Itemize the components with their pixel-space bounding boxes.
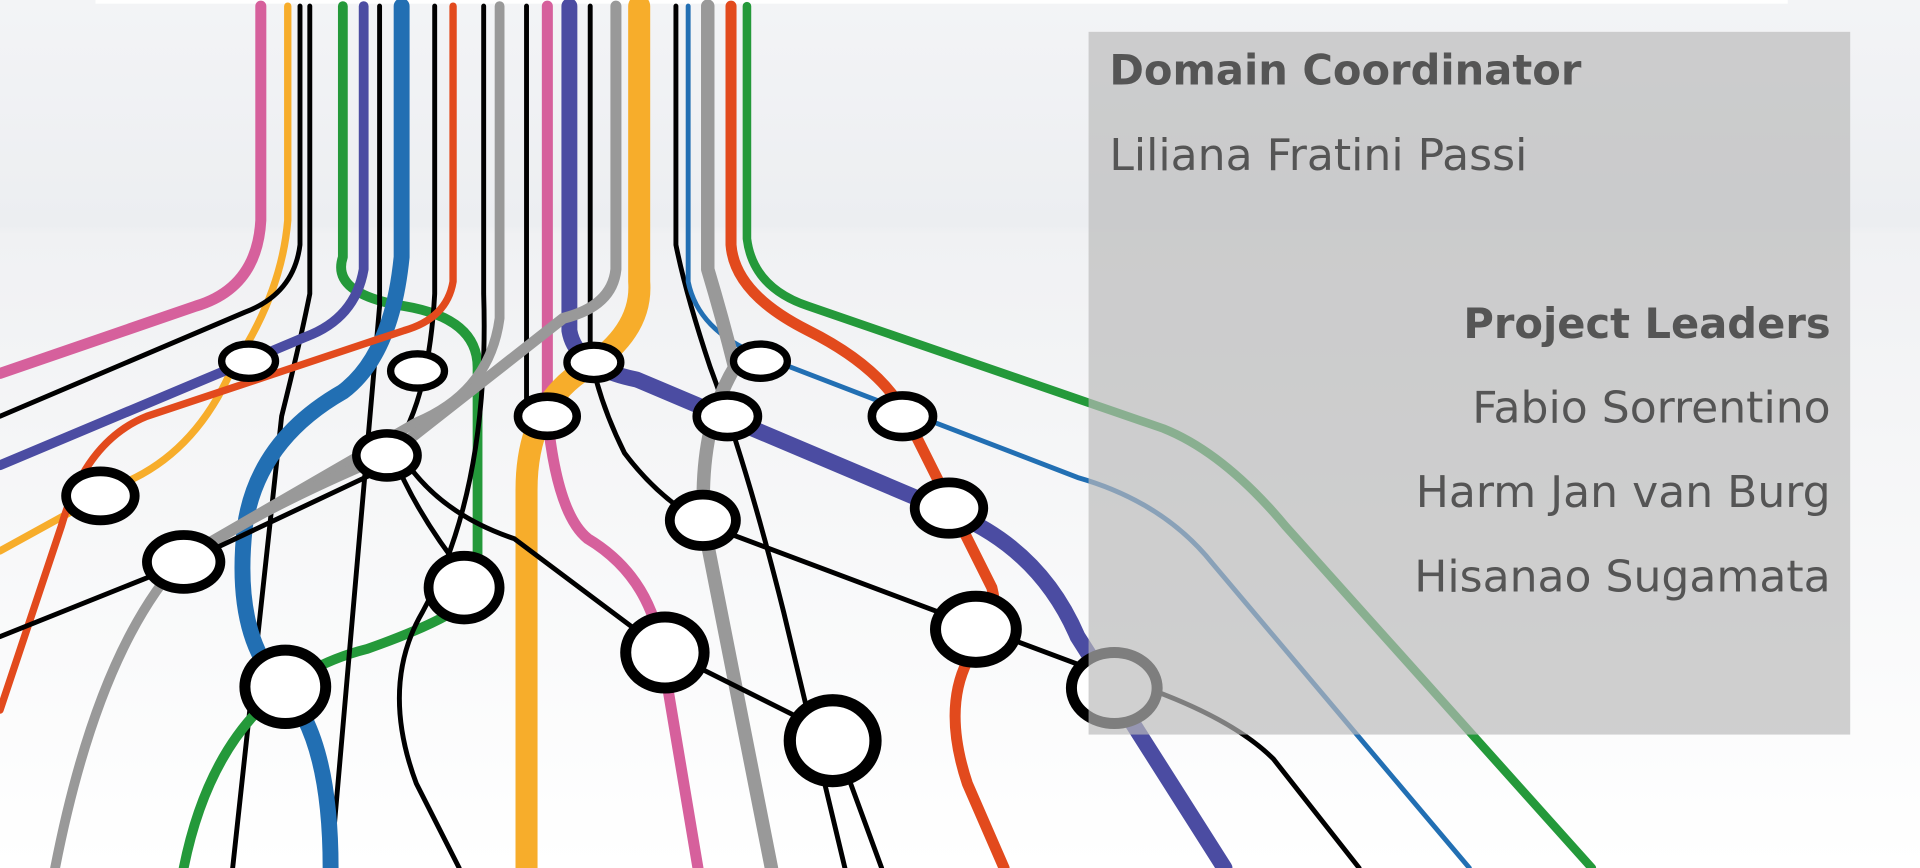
station <box>930 590 1022 668</box>
panel-text: Domain Coordinator Liliana Fratini Passi… <box>1109 45 1830 602</box>
station <box>513 392 582 441</box>
station <box>386 350 449 392</box>
station <box>620 611 710 694</box>
leader-name: Harm Jan van Burg <box>1416 467 1831 518</box>
station <box>729 340 792 382</box>
info-panel <box>1088 31 1851 735</box>
station <box>664 489 741 551</box>
leaders-heading: Project Leaders <box>1463 299 1830 348</box>
leader-name: Fabio Sorrentino <box>1472 382 1830 433</box>
station <box>352 429 422 482</box>
coordinator-name: Liliana Fratini Passi <box>1109 130 1527 181</box>
station <box>423 550 505 625</box>
station <box>563 341 625 384</box>
station <box>217 340 280 382</box>
station <box>61 466 140 526</box>
station <box>692 391 763 442</box>
coordinator-heading: Domain Coordinator <box>1109 45 1581 94</box>
station <box>909 477 989 539</box>
station <box>142 530 226 594</box>
top-bar <box>95 0 1788 4</box>
station <box>867 391 938 442</box>
station <box>239 644 332 730</box>
leader-name: Hisanao Sugamata <box>1414 551 1830 602</box>
station <box>783 694 882 788</box>
